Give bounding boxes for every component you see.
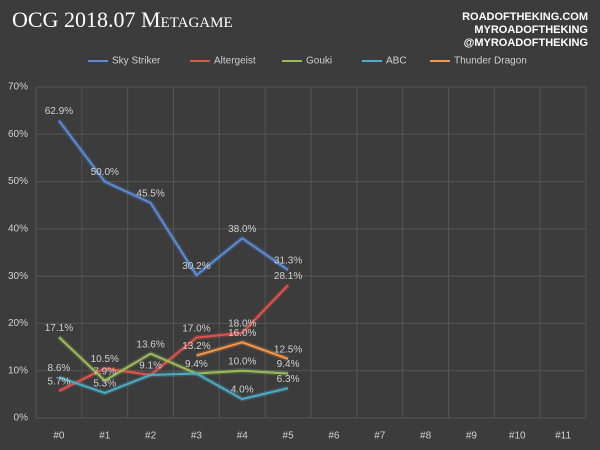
legend-label: Gouki <box>306 56 332 67</box>
legend-label: Sky Striker <box>112 56 161 67</box>
x-tick-label: #6 <box>328 431 340 442</box>
data-label: 9.1% <box>139 361 162 372</box>
series-line <box>196 341 289 360</box>
data-label: 5.3% <box>93 379 116 390</box>
data-label: 28.1% <box>274 271 302 282</box>
chart-title: OCG 2018.07 Metagame <box>12 7 233 32</box>
legend-label: ABC <box>386 56 407 67</box>
data-label: 6.3% <box>277 374 300 385</box>
y-tick-label: 0% <box>14 413 29 424</box>
watermark: ROADOFTHEKING.COM <box>462 11 588 23</box>
x-tick-label: #3 <box>191 431 203 442</box>
data-label: 16.0% <box>228 328 256 339</box>
y-tick-label: 70% <box>8 82 28 93</box>
data-label: 38.0% <box>228 224 256 235</box>
data-label: 7.9% <box>93 366 116 377</box>
y-tick-label: 40% <box>8 223 28 234</box>
data-label: 10.5% <box>91 354 119 365</box>
data-label: 31.3% <box>274 256 302 267</box>
x-tick-label: #2 <box>145 431 157 442</box>
y-tick-label: 50% <box>8 176 28 187</box>
y-tick-label: 20% <box>8 318 28 329</box>
series-line <box>58 372 289 401</box>
data-label: 9.4% <box>185 359 208 370</box>
x-tick-label: #0 <box>53 431 65 442</box>
data-label: 12.5% <box>274 345 302 356</box>
x-tick-label: #1 <box>99 431 111 442</box>
data-label: 13.2% <box>182 341 210 352</box>
x-tick-label: #8 <box>420 431 432 442</box>
watermark: MYROADOFTHEKING <box>474 24 588 36</box>
data-label: 18.0% <box>228 319 256 330</box>
data-label: 10.0% <box>228 356 256 367</box>
data-label: 17.0% <box>182 323 210 334</box>
data-label: 17.1% <box>45 323 73 334</box>
watermark: @MYROADOFTHEKING <box>464 37 588 49</box>
y-tick-label: 10% <box>8 365 28 376</box>
legend-label: Altergeist <box>214 56 256 67</box>
x-tick-label: #11 <box>555 431 571 442</box>
y-tick-label: 60% <box>8 129 28 140</box>
x-tick-label: #5 <box>283 431 295 442</box>
x-tick-label: #7 <box>374 431 386 442</box>
data-label: 13.6% <box>136 339 164 350</box>
y-tick-label: 30% <box>8 271 28 282</box>
data-label: 62.9% <box>45 106 73 117</box>
data-label: 45.5% <box>136 188 164 199</box>
data-label: 4.0% <box>231 385 254 396</box>
data-label: 8.6% <box>48 363 71 374</box>
x-tick-label: #4 <box>237 431 249 442</box>
data-label: 30.2% <box>182 261 210 272</box>
x-tick-label: #10 <box>509 431 526 442</box>
series-line <box>58 119 289 277</box>
legend-label: Thunder Dragon <box>454 56 527 67</box>
x-tick-label: #9 <box>466 431 478 442</box>
data-label: 50.0% <box>91 167 119 178</box>
data-label: 9.4% <box>277 359 300 370</box>
series-line <box>58 336 289 382</box>
data-label: 5.7% <box>48 377 71 388</box>
